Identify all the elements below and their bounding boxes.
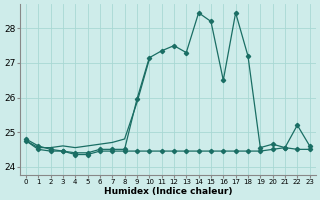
X-axis label: Humidex (Indice chaleur): Humidex (Indice chaleur) (104, 187, 232, 196)
